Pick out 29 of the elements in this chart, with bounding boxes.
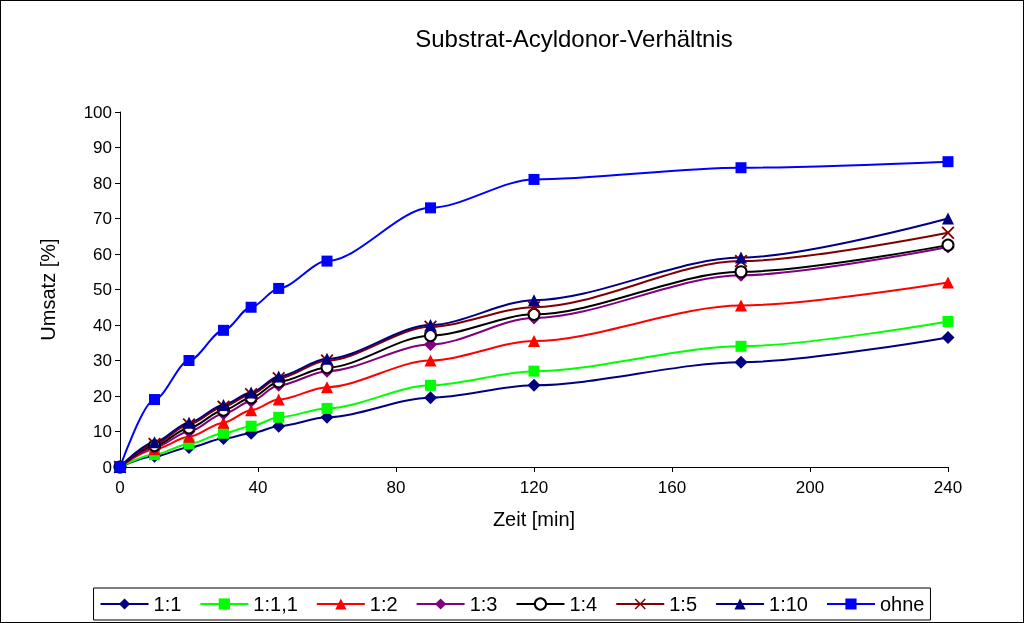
- x-tick-label: 200: [795, 478, 825, 497]
- x-tick-label: 0: [115, 478, 125, 497]
- x-tick-label: 80: [386, 478, 406, 497]
- x-tick-label: 160: [657, 478, 687, 497]
- legend-label: ohne: [879, 593, 925, 615]
- legend-label: 1:2: [369, 593, 398, 615]
- y-tick-label: 50: [93, 280, 112, 299]
- x-tick-label: 240: [933, 478, 963, 497]
- chart-title: Substrat-Acyldonor-Verhältnis: [415, 24, 733, 52]
- y-tick-label: 70: [93, 209, 112, 228]
- legend-label: 1:10: [769, 593, 808, 615]
- y-tick-label: 100: [83, 102, 112, 122]
- y-tick-label: 80: [93, 173, 112, 193]
- y-tick-label: 30: [93, 351, 112, 370]
- legend-label: 1:1,1: [253, 593, 298, 615]
- x-tick-label: 40: [248, 478, 268, 497]
- y-tick-label: 10: [93, 422, 112, 441]
- y-axis-title: Umsatz [%]: [37, 238, 59, 341]
- legend-label: 1:4: [569, 593, 598, 615]
- legend-label: 1:5: [669, 593, 698, 615]
- legend-label: 1:1: [153, 593, 182, 615]
- y-tick-label: 0: [102, 457, 112, 477]
- x-axis-title: Zeit [min]: [492, 508, 576, 530]
- legend-label: 1:3: [469, 593, 498, 615]
- y-tick-label: 60: [93, 244, 112, 264]
- x-tick-label: 120: [519, 478, 549, 497]
- y-tick-label: 20: [93, 386, 112, 406]
- y-tick-label: 40: [93, 315, 112, 335]
- y-tick-label: 90: [93, 138, 112, 157]
